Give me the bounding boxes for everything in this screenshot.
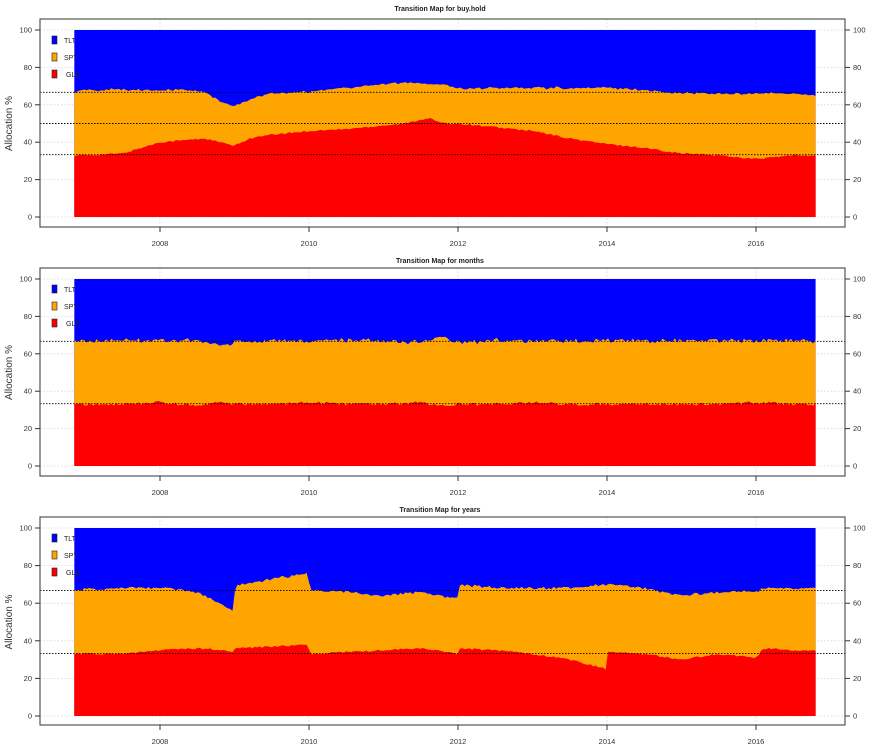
svg-text:2012: 2012 <box>450 488 467 497</box>
chart-title: Transition Map for years <box>400 507 481 514</box>
svg-text:60: 60 <box>24 349 32 358</box>
svg-text:2016: 2016 <box>748 239 765 248</box>
svg-text:80: 80 <box>24 312 32 321</box>
panel-1: Transition Map for buy.hold0204060801000… <box>4 6 866 248</box>
svg-text:40: 40 <box>24 138 32 147</box>
svg-text:2010: 2010 <box>301 737 318 746</box>
svg-text:40: 40 <box>853 138 861 147</box>
legend-label-gld: GLD <box>66 570 80 577</box>
panel-2: Transition Map for months 0 20 40 60 80 100 0 20… <box>4 258 866 497</box>
svg-text:80: 80 <box>853 63 861 72</box>
legend-swatch-spy <box>51 52 58 62</box>
x-axis: 2008 2010 2012 2014 2016 <box>152 227 765 248</box>
legend-swatch-tlt <box>51 35 58 45</box>
svg-text:80: 80 <box>24 63 32 72</box>
svg-text:100: 100 <box>19 275 32 284</box>
svg-text:0: 0 <box>28 462 32 471</box>
svg-text:0: 0 <box>853 213 857 222</box>
legend-label-tlt: TLT <box>64 287 77 294</box>
svg-text:100: 100 <box>853 275 866 284</box>
legend-label-spy: SPY <box>64 553 78 560</box>
svg-text:100: 100 <box>19 26 32 35</box>
svg-text:20: 20 <box>853 424 861 433</box>
svg-text:2008: 2008 <box>152 239 169 248</box>
y-axis-label: Allocation % <box>4 96 15 151</box>
svg-text:20: 20 <box>24 424 32 433</box>
svg-text:80: 80 <box>853 561 861 570</box>
svg-text:100: 100 <box>853 524 866 533</box>
svg-text:60: 60 <box>24 100 32 109</box>
chart-title: Transition Map for months <box>396 258 484 265</box>
svg-text:20: 20 <box>24 674 32 683</box>
svg-text:2012: 2012 <box>450 737 467 746</box>
legend: TLT SPY GLD <box>51 284 80 328</box>
x-axis: 2008 2010 2012 2014 2016 <box>152 725 765 746</box>
svg-text:2012: 2012 <box>450 239 467 248</box>
svg-text:80: 80 <box>853 312 861 321</box>
y-axis-right: 0 20 40 60 80 100 <box>845 26 866 222</box>
chart-title: Transition Map for buy.hold <box>394 6 485 13</box>
svg-text:2014: 2014 <box>599 239 616 248</box>
svg-text:80: 80 <box>24 561 32 570</box>
svg-text:0: 0 <box>28 213 32 222</box>
area-gld <box>74 401 816 466</box>
area-gld <box>74 118 816 217</box>
svg-text:2014: 2014 <box>599 737 616 746</box>
svg-text:0: 0 <box>28 712 32 721</box>
legend-swatch-spy <box>51 550 58 560</box>
legend-label-tlt: TLT <box>64 536 77 543</box>
y-axis-right: 0 20 40 60 80 100 <box>845 275 866 471</box>
legend-swatch-spy <box>51 301 58 311</box>
plot-frame <box>39 18 846 228</box>
svg-text:2008: 2008 <box>152 488 169 497</box>
svg-text:60: 60 <box>853 100 861 109</box>
svg-text:40: 40 <box>853 387 861 396</box>
legend-label-tlt: TLT <box>64 38 77 45</box>
y-axis-right: 0 20 40 60 80 100 <box>845 524 866 721</box>
svg-text:2016: 2016 <box>748 737 765 746</box>
svg-text:2010: 2010 <box>301 488 318 497</box>
y-axis-label: Allocation % <box>4 594 15 649</box>
legend: TLT SPY GLD <box>51 35 80 79</box>
x-axis: 2008 2010 2012 2014 2016 <box>152 476 765 497</box>
panel-3: Transition Map for years 0 20 40 60 80 100 0 20 4… <box>4 507 866 746</box>
svg-text:20: 20 <box>24 175 32 184</box>
svg-text:20: 20 <box>853 175 861 184</box>
legend-swatch-tlt <box>51 284 58 294</box>
svg-text:2014: 2014 <box>599 488 616 497</box>
svg-text:100: 100 <box>853 26 866 35</box>
svg-text:40: 40 <box>853 636 861 645</box>
legend-swatch-tlt <box>51 533 58 543</box>
legend-label-spy: SPY <box>64 304 78 311</box>
legend-swatch-gld <box>51 69 58 79</box>
legend: TLT SPY GLD <box>51 533 80 577</box>
legend-label-gld: GLD <box>66 72 80 79</box>
svg-text:40: 40 <box>24 387 32 396</box>
y-axis-left: 0 20 40 60 80 100 <box>19 275 40 471</box>
plot-frame <box>39 516 846 726</box>
legend-swatch-gld <box>51 567 58 577</box>
area-gld <box>74 644 816 716</box>
svg-text:60: 60 <box>853 349 861 358</box>
plot-frame <box>39 267 846 477</box>
svg-text:60: 60 <box>853 599 861 608</box>
svg-text:0: 0 <box>853 712 857 721</box>
legend-swatch-gld <box>51 318 58 328</box>
svg-text:20: 20 <box>853 674 861 683</box>
svg-text:2016: 2016 <box>748 488 765 497</box>
legend-label-gld: GLD <box>66 321 80 328</box>
svg-text:100: 100 <box>19 524 32 533</box>
y-axis-left: 0 20 40 60 80 100 <box>19 26 40 222</box>
y-axis-left: 0 20 40 60 80 100 <box>19 524 40 721</box>
legend-label-spy: SPY <box>64 55 78 62</box>
svg-text:2010: 2010 <box>301 239 318 248</box>
y-axis-label: Allocation % <box>4 345 15 400</box>
svg-text:0: 0 <box>853 462 857 471</box>
svg-text:40: 40 <box>24 636 32 645</box>
svg-text:60: 60 <box>24 599 32 608</box>
svg-text:2008: 2008 <box>152 737 169 746</box>
